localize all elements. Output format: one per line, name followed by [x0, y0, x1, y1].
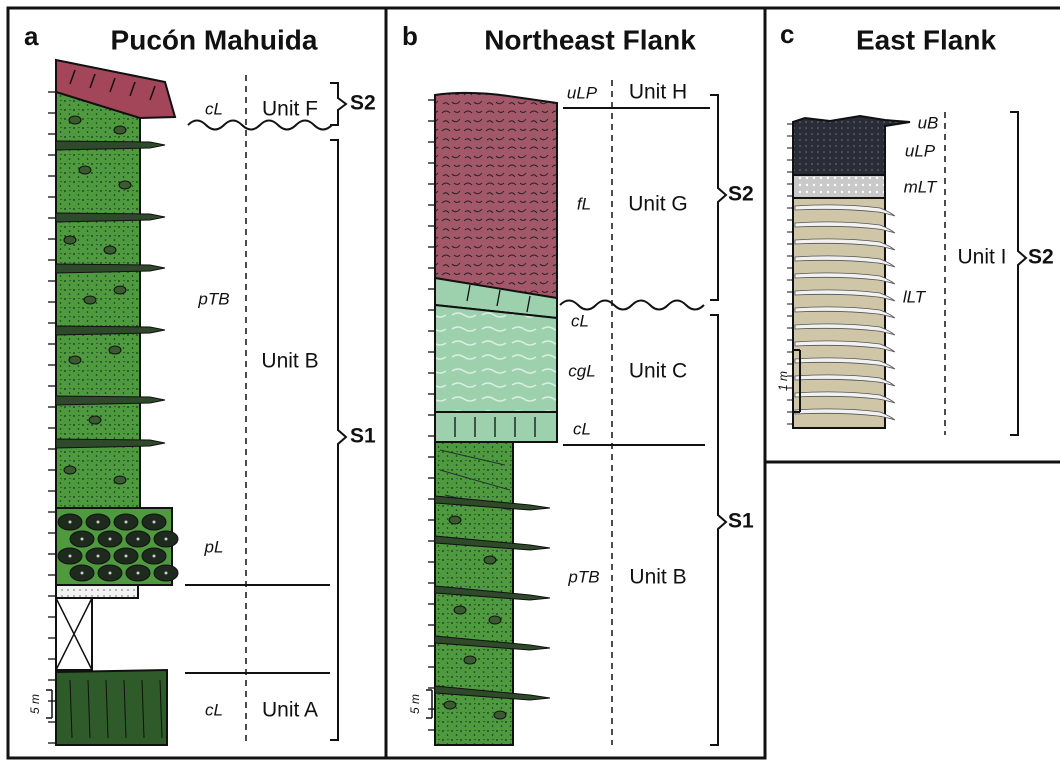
clast — [444, 701, 456, 709]
sequence-label: S1 — [350, 425, 376, 448]
clast — [109, 346, 121, 354]
boulder-core — [153, 521, 156, 524]
panel-title: Pucón Mahuida — [111, 24, 318, 55]
lithology-code: lLT — [903, 287, 927, 306]
clast — [449, 516, 461, 524]
unit-label: Unit F — [262, 98, 318, 121]
boulder-core — [137, 538, 140, 541]
scale-bar — [426, 690, 432, 718]
clast — [114, 126, 126, 134]
lens — [56, 396, 165, 405]
clast — [484, 556, 496, 564]
sequence-label: S2 — [1028, 246, 1054, 269]
scale-label: 5 m — [408, 694, 422, 714]
lithology-code: pTB — [197, 289, 229, 308]
panel-title: East Flank — [856, 24, 996, 55]
boulder-core — [81, 572, 84, 575]
sequence-label: S1 — [728, 510, 754, 533]
boulder-core — [153, 555, 156, 558]
unit-label: Unit H — [629, 81, 687, 104]
unit-label: Unit A — [262, 699, 318, 722]
boulder-core — [69, 555, 72, 558]
unit-label: Unit B — [629, 566, 686, 589]
scale-label: 1 m — [776, 371, 790, 391]
boulder-core — [125, 521, 128, 524]
column-b — [426, 93, 557, 745]
lens — [56, 264, 165, 273]
scale-bar — [46, 690, 52, 718]
boulder-core — [97, 555, 100, 558]
clast — [454, 606, 466, 614]
boulder-core — [165, 538, 168, 541]
boulder-core — [81, 538, 84, 541]
lithology-code: uLP — [567, 83, 598, 102]
column-c — [787, 116, 910, 428]
unit-label: Unit B — [261, 350, 318, 373]
clast — [464, 656, 476, 664]
panel-letter: b — [402, 21, 418, 51]
unit-label: Unit I — [957, 246, 1006, 269]
clast — [114, 476, 126, 484]
clast — [494, 711, 506, 719]
clast — [79, 166, 91, 174]
annotations-a — [185, 75, 346, 745]
clast — [84, 296, 96, 304]
unit-label: Unit G — [628, 193, 688, 216]
clast — [119, 181, 131, 189]
sequence-label: S2 — [350, 92, 376, 115]
clast — [64, 236, 76, 244]
scale-label: 5 m — [28, 694, 42, 714]
panel-letter: c — [780, 19, 794, 49]
lithology-code: cL — [573, 419, 591, 438]
clast — [489, 616, 501, 624]
boulder-core — [165, 572, 168, 575]
panel-letter: a — [24, 21, 39, 51]
lithology-code: uLP — [905, 141, 936, 160]
boulder-core — [109, 538, 112, 541]
lens — [56, 141, 165, 150]
lithology-code: cL — [205, 99, 223, 118]
figure: a Pucón Mahuida cL pTB pL cL Unit F Unit… — [0, 0, 1062, 763]
lithology-code: cL — [205, 700, 223, 719]
lithology-code: cgL — [568, 361, 595, 380]
panel-title: Northeast Flank — [484, 24, 696, 55]
lithology-code: pL — [204, 537, 224, 556]
boulder-core — [69, 521, 72, 524]
clast — [69, 356, 81, 364]
clast — [104, 246, 116, 254]
clast — [64, 466, 76, 474]
clast — [114, 286, 126, 294]
clast — [89, 416, 101, 424]
lithology-code: cL — [571, 311, 589, 330]
clast — [69, 116, 81, 124]
lens — [56, 439, 165, 448]
boulder-core — [97, 521, 100, 524]
column-a — [46, 60, 178, 745]
sequence-label: S2 — [728, 183, 754, 206]
boulder-core — [109, 572, 112, 575]
lens — [56, 326, 165, 335]
boulder-core — [125, 555, 128, 558]
annotations-b — [560, 80, 726, 745]
lithology-code: pTB — [567, 567, 599, 586]
lithology-code: fL — [577, 194, 591, 213]
lens — [56, 213, 165, 222]
boulder-core — [137, 572, 140, 575]
unit-label: Unit C — [629, 360, 687, 383]
lithology-code: mLT — [904, 177, 938, 196]
lithology-code: uB — [918, 113, 939, 132]
